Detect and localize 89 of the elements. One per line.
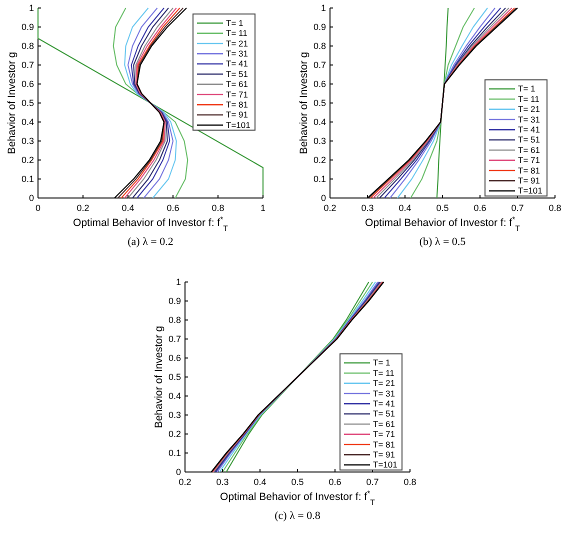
y-tick-label: 0.8 <box>313 40 326 51</box>
legend-label: T=101 <box>226 120 251 130</box>
y-tick-label: 0.8 <box>168 314 181 325</box>
x-tick-label: 0.8 <box>548 203 562 213</box>
legend-label: T= 91 <box>226 110 248 120</box>
legend-label: T= 51 <box>373 408 396 419</box>
y-tick-label: 0 <box>320 192 326 203</box>
legend-label: T= 31 <box>373 388 396 398</box>
legend-label: T= 81 <box>373 439 396 450</box>
legend-label: T= 91 <box>373 450 396 460</box>
y-tick-label: 0.2 <box>313 154 326 165</box>
y-tick-label: 0.7 <box>21 60 34 70</box>
y-tick-label: 0.5 <box>168 372 181 382</box>
legend-label: T= 81 <box>226 100 248 110</box>
y-tick-label: 0 <box>176 466 181 477</box>
legend-label: T= 71 <box>373 429 396 440</box>
y-tick-label: 0.1 <box>313 174 326 184</box>
x-tick-label: 0.6 <box>328 477 342 487</box>
y-tick-label: 0.6 <box>313 78 326 89</box>
legend-label: T= 61 <box>518 144 540 155</box>
legend-label: T= 81 <box>518 165 540 176</box>
y-tick-label: 0.8 <box>21 40 34 51</box>
legend-label: T= 1 <box>518 84 536 94</box>
y-tick-label: 0.6 <box>21 78 34 89</box>
legend-label: T=101 <box>518 186 543 196</box>
legend-label: T= 11 <box>518 94 540 104</box>
legend-label: T= 71 <box>518 155 540 166</box>
y-tick-label: 0.5 <box>313 98 326 108</box>
x-tick-label: 0.8 <box>212 203 224 213</box>
y-tick-label: 0.7 <box>313 60 326 70</box>
x-tick-label: 0.4 <box>398 203 412 213</box>
legend-label: T= 41 <box>226 58 248 69</box>
y-tick-label: 0.1 <box>168 448 181 458</box>
x-tick-label: 0.3 <box>216 477 229 487</box>
legend-label: T= 21 <box>518 104 540 114</box>
y-axis-title: Behavior of Investor g <box>6 52 18 154</box>
y-tick-label: 0.9 <box>168 296 181 306</box>
x-tick-label: 0.8 <box>404 477 416 487</box>
legend-label: T= 1 <box>226 18 244 28</box>
legend-label: T= 61 <box>373 418 396 429</box>
legend-label: T= 21 <box>373 378 396 388</box>
y-tick-label: 0.2 <box>21 154 34 165</box>
legend-label: T= 11 <box>226 28 248 38</box>
x-tick-label: 0.3 <box>361 203 374 213</box>
x-tick-label: 0.5 <box>291 477 304 487</box>
y-tick-label: 0.4 <box>313 116 326 127</box>
legend-label: T=101 <box>373 460 398 470</box>
x-tick-label: 0.7 <box>511 203 524 213</box>
legend-label: T= 71 <box>226 89 248 100</box>
y-axis-title: Behavior of Investor g <box>153 326 165 428</box>
y-tick-label: 0.3 <box>313 136 326 146</box>
legend-label: T= 31 <box>518 114 540 124</box>
y-tick-label: 0.9 <box>21 22 34 32</box>
y-tick-label: 0.7 <box>168 334 181 344</box>
x-tick-label: 0.4 <box>122 203 134 213</box>
x-tick-label: 0.6 <box>474 203 486 213</box>
y-tick-label: 1 <box>176 276 181 287</box>
y-tick-label: 0.3 <box>21 136 34 146</box>
x-tick-label: 1 <box>260 203 266 213</box>
text: (a) λ = 0.2 <box>128 236 174 248</box>
y-axis-title: Behavior of Investor g <box>298 52 310 154</box>
x-tick-label: 0.2 <box>76 203 90 213</box>
y-tick-label: 0.4 <box>21 116 34 127</box>
y-tick-label: 0.4 <box>168 390 181 401</box>
y-tick-label: 0.6 <box>168 352 181 363</box>
y-tick-label: 1 <box>320 2 326 13</box>
y-tick-label: 0 <box>28 192 34 203</box>
legend-label: T= 61 <box>226 79 248 90</box>
x-tick-label: 0.4 <box>254 477 266 487</box>
legend-label: T= 11 <box>373 368 395 378</box>
y-tick-label: 0.2 <box>168 428 181 439</box>
y-tick-label: 0.1 <box>21 174 34 184</box>
legend-label: T= 91 <box>518 176 540 186</box>
legend-label: T= 51 <box>226 68 248 79</box>
legend-label: T= 41 <box>373 398 396 409</box>
legend-label: T= 41 <box>518 124 540 135</box>
x-tick-label: 0 <box>35 203 41 213</box>
text: (b) λ = 0.5 <box>419 236 466 248</box>
y-tick-label: 0.9 <box>313 22 326 32</box>
legend-label: T= 1 <box>373 358 391 368</box>
legend-label: T= 31 <box>226 48 248 59</box>
legend-label: T= 51 <box>518 134 540 145</box>
x-tick-label: 0.5 <box>436 203 449 213</box>
text: (c) λ = 0.8 <box>274 510 321 522</box>
y-tick-label: 1 <box>28 2 34 13</box>
legend-label: T= 21 <box>226 38 248 48</box>
x-tick-label: 0.7 <box>366 477 379 487</box>
y-tick-label: 0.5 <box>21 98 34 108</box>
y-tick-label: 0.3 <box>168 410 181 420</box>
